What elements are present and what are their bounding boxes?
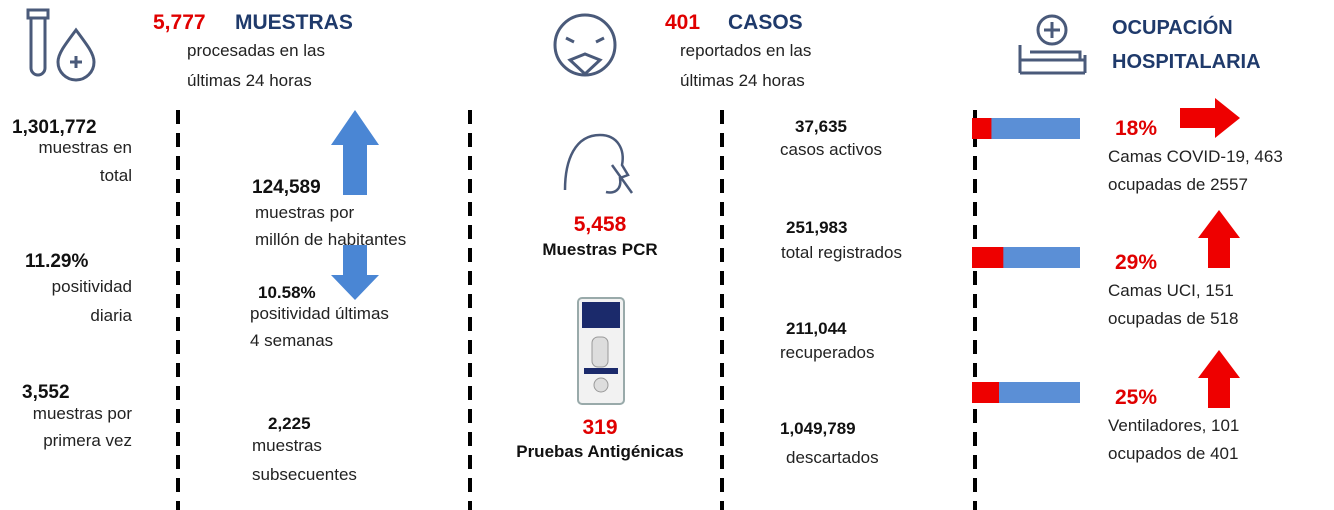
antigen-test-icon [578,298,624,404]
bar [972,382,999,403]
stat-label: millón de habitantes [255,231,406,248]
stat-label: muestras [252,437,322,454]
case-label: descartados [786,449,879,466]
stat-number: 10.58% [258,284,316,301]
case-label: recuperados [780,344,875,361]
bar [972,247,1003,268]
test-label: Muestras PCR [542,241,657,258]
occupancy-label: ocupadas de 518 [1108,310,1238,327]
case-number: 211,044 [786,320,847,337]
case-label: total registrados [781,244,902,261]
sneeze-icon [555,15,615,75]
occupancy-label: ocupadas de 2557 [1108,176,1248,193]
tube-drop-icon [28,10,94,80]
percent-label: 25% [1115,387,1157,408]
stat-label: 4 semanas [250,332,333,349]
header-number: 401 [665,12,700,33]
stat-label: positividad [52,278,132,295]
stat-label: subsecuentes [252,466,357,483]
stat-label: diaria [90,307,132,324]
stat-label: muestras por [255,204,354,221]
occupancy-label: Camas UCI, 151 [1108,282,1234,299]
case-number: 251,983 [786,219,847,236]
case-label: casos activos [780,141,882,158]
stat-label: muestras por [33,405,132,422]
header-title: MUESTRAS [235,12,353,33]
stat-label: primera vez [43,432,132,449]
stat-number: 124,589 [252,178,321,197]
hospital-icon [1020,16,1085,73]
stat-number: 11.29% [25,252,88,271]
stat-label: positividad últimas [250,305,389,322]
arrow-up-red [1198,210,1240,268]
stat-label: muestras en [38,139,132,156]
infographic: 5,777 MUESTRAS procesadas en las últimas… [0,0,1334,510]
percent-label: 29% [1115,252,1157,273]
header-subtitle: procesadas en las [187,42,325,59]
header-subtitle: últimas 24 horas [187,72,312,89]
stat-label: total [100,167,132,184]
header-number: 5,777 [153,12,206,33]
bar [972,118,991,139]
arrow-down [331,245,379,300]
arrow-up-red [1198,350,1240,408]
header-subtitle: últimas 24 horas [680,72,805,89]
occupancy-label: Camas COVID-19, 463 [1108,148,1283,165]
test-number: 5,458 [574,214,627,235]
case-number: 1,049,789 [780,420,856,437]
test-label: Pruebas Antigénicas [516,443,684,460]
arrow-right [1180,98,1240,138]
percent-label: 18% [1115,118,1157,139]
test-number: 319 [582,417,617,438]
stat-number: 1,301,772 [12,118,97,137]
occupancy-label: Ventiladores, 101 [1108,417,1239,434]
case-number: 37,635 [795,118,847,135]
section-title: OCUPACIÓN [1112,18,1233,38]
section-title: HOSPITALARIA [1112,52,1261,72]
occupancy-label: ocupados de 401 [1108,445,1238,462]
header-subtitle: reportados en las [680,42,811,59]
pcr-icon [565,135,632,193]
stat-number: 3,552 [22,383,70,402]
arrow-up [331,110,379,195]
stat-number: 2,225 [268,415,311,432]
header-title: CASOS [728,12,803,33]
